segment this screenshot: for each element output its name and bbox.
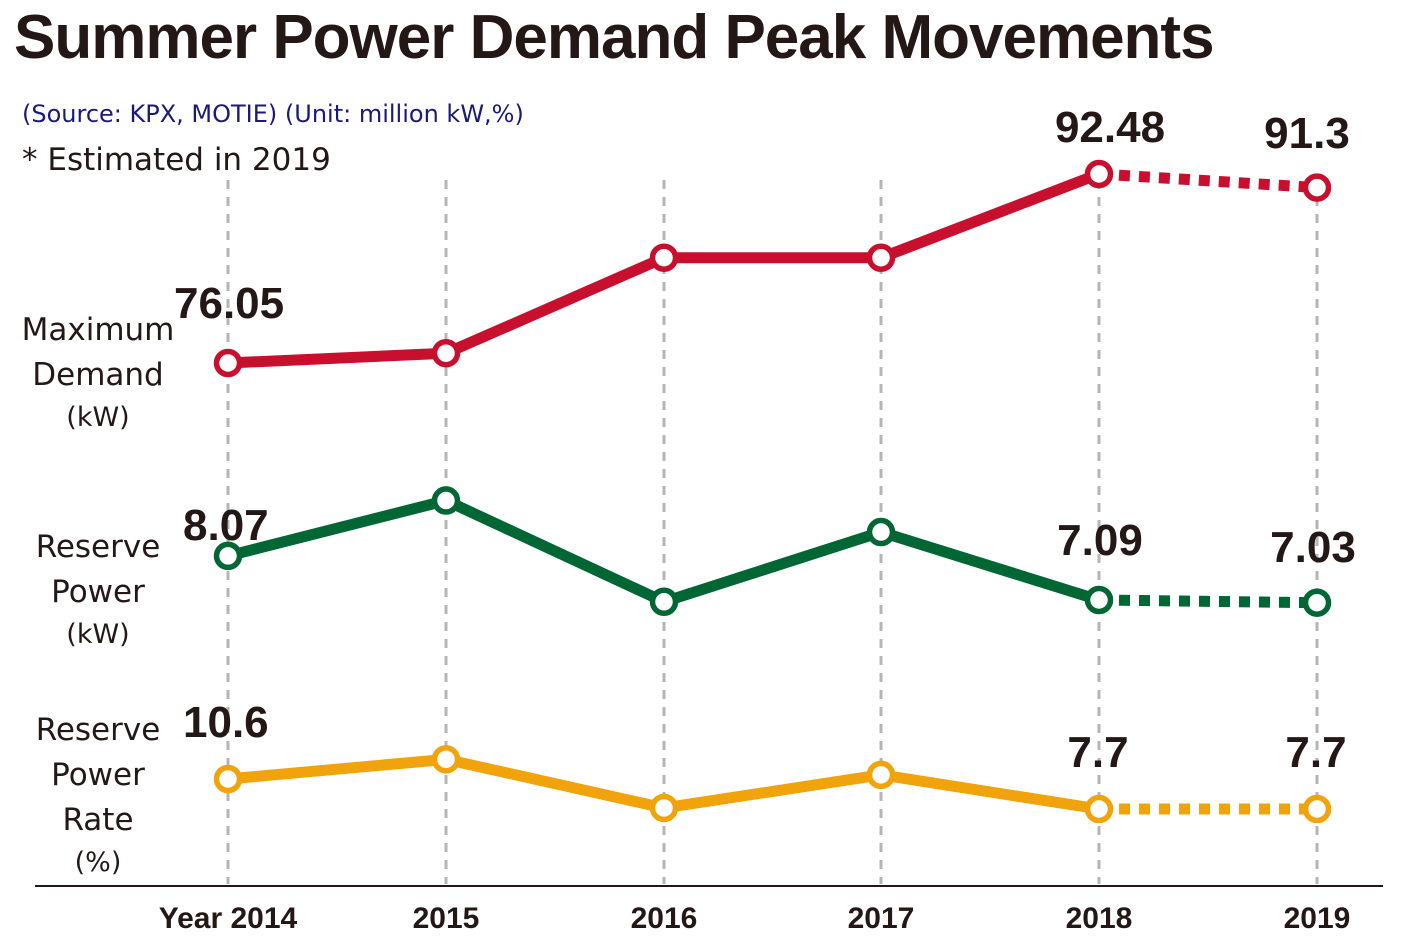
x-tick-label: 2019 <box>1284 902 1351 935</box>
data-point-max_demand <box>1302 173 1332 202</box>
data-point-max_demand <box>213 348 243 378</box>
row-label-line: Reserve <box>35 712 161 748</box>
data-label-max_demand: 91.3 <box>1264 109 1350 158</box>
x-tick-label: 2017 <box>848 902 915 935</box>
x-tick-label: 2015 <box>413 902 480 935</box>
row-label-line: Reserve <box>35 529 161 565</box>
data-point-reserve_rate <box>1302 794 1332 824</box>
row-label-unit: (%) <box>74 847 122 878</box>
data-point-reserve_rate <box>649 793 679 823</box>
x-tick-label: Year 2014 <box>159 902 298 935</box>
x-tick-label: 2016 <box>631 902 698 935</box>
gridlines <box>226 180 1319 884</box>
data-point-reserve_power <box>1302 588 1332 617</box>
row-label-line: Maximum <box>21 312 175 348</box>
row-label-max-demand: Maximum Demand (kW) <box>14 308 182 438</box>
estimate-note: * Estimated in 2019 <box>22 142 331 178</box>
row-label-line: Rate <box>62 802 134 838</box>
data-point-reserve_power <box>649 587 679 617</box>
row-label-line: Power <box>51 757 145 793</box>
x-tick-labels: Year 2014 2015 2016 2017 2018 2019 <box>159 902 1351 935</box>
data-label-reserve_rate: 10.6 <box>183 698 269 747</box>
data-label-reserve_power: 8.07 <box>183 501 269 550</box>
series-line-reserve_power <box>222 495 1105 608</box>
row-label-line: Power <box>51 574 145 610</box>
data-point-reserve_power <box>866 517 896 547</box>
data-point-reserve_power <box>1084 585 1114 615</box>
row-label-line: Demand <box>32 357 164 393</box>
row-label-unit: (kW) <box>66 402 130 433</box>
data-label-max_demand: 92.48 <box>1055 103 1165 152</box>
row-label-reserve-rate: Reserve Power Rate (%) <box>14 708 182 883</box>
source-note: (Source: KPX, MOTIE) (Unit: million kW,%… <box>22 100 524 128</box>
data-point-reserve_power <box>213 541 243 571</box>
data-point-max_demand <box>1084 159 1114 189</box>
data-point-reserve_rate <box>213 764 243 794</box>
data-point-max_demand <box>866 243 896 272</box>
data-point-reserve_rate <box>431 745 461 774</box>
data-label-reserve_power: 7.03 <box>1270 523 1356 572</box>
data-label-reserve_power: 7.09 <box>1057 516 1143 565</box>
series-line-estimated-reserve_power <box>1098 594 1318 609</box>
data-point-reserve_rate <box>866 760 896 790</box>
data-point-max_demand <box>431 338 461 368</box>
row-label-unit: (kW) <box>66 619 130 650</box>
data-label-reserve_rate: 7.7 <box>1285 728 1346 777</box>
data-label-max_demand: 76.05 <box>174 279 284 328</box>
data-point-reserve_rate <box>1084 794 1114 824</box>
data-point-max_demand <box>649 243 679 272</box>
x-tick-label: 2018 <box>1066 902 1133 935</box>
data-label-reserve_rate: 7.7 <box>1067 728 1128 777</box>
data-point-reserve_power <box>431 486 461 515</box>
row-label-reserve-power: Reserve Power (kW) <box>14 525 182 655</box>
chart-title: Summer Power Demand Peak Movements <box>14 3 1215 72</box>
series-line-estimated-max_demand <box>1098 168 1318 194</box>
series-layer: 76.05 92.48 91.3 8.07 7.09 7.03 10.6 7.7 7.7 <box>174 103 1356 824</box>
